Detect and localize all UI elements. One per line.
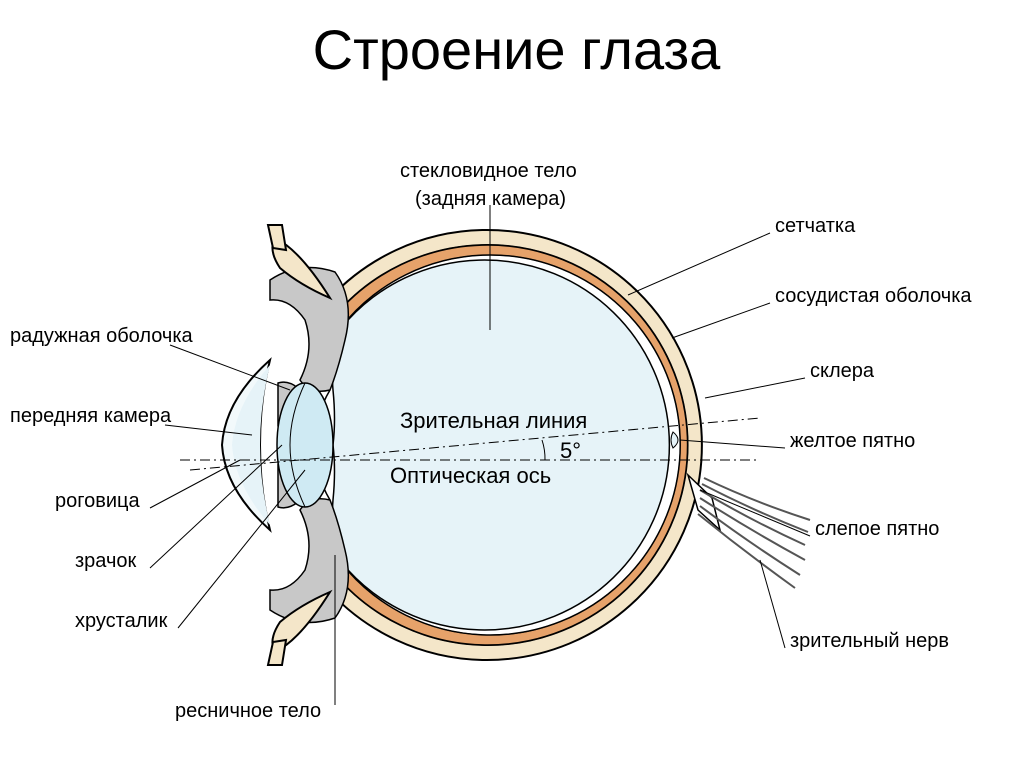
label-lens: хрусталик [75,609,167,633]
label-pupil: зрачок [75,549,136,573]
label-macula: желтое пятно [790,429,915,453]
label-retina: сетчатка [775,214,855,238]
label-vitreous1: стекловидное тело [400,159,577,183]
label-cornea: роговица [55,489,140,513]
label-optical-axis: Оптическая ось [390,463,551,489]
vitreous-body [333,260,670,630]
macula-shape [671,432,678,448]
label-ciliary-body: ресничное тело [175,699,321,723]
label-vitreous2: (задняя камера) [415,187,566,211]
label-iris: радужная оболочка [10,324,193,348]
cornea-shape [222,360,270,530]
diagram-stage: Строение глаза [0,0,1033,765]
label-angle: 5° [560,438,581,464]
label-optic-nerve: зрительный нерв [790,629,949,653]
label-blind-spot: слепое пятно [815,517,939,541]
label-sclera: склера [810,359,874,383]
label-choroid: сосудистая оболочка [775,284,972,308]
lens-shape [277,383,333,507]
label-anterior-chamber: передняя камера [10,404,171,428]
label-visual-axis: Зрительная линия [400,408,587,434]
optic-nerve-shape [688,475,810,588]
